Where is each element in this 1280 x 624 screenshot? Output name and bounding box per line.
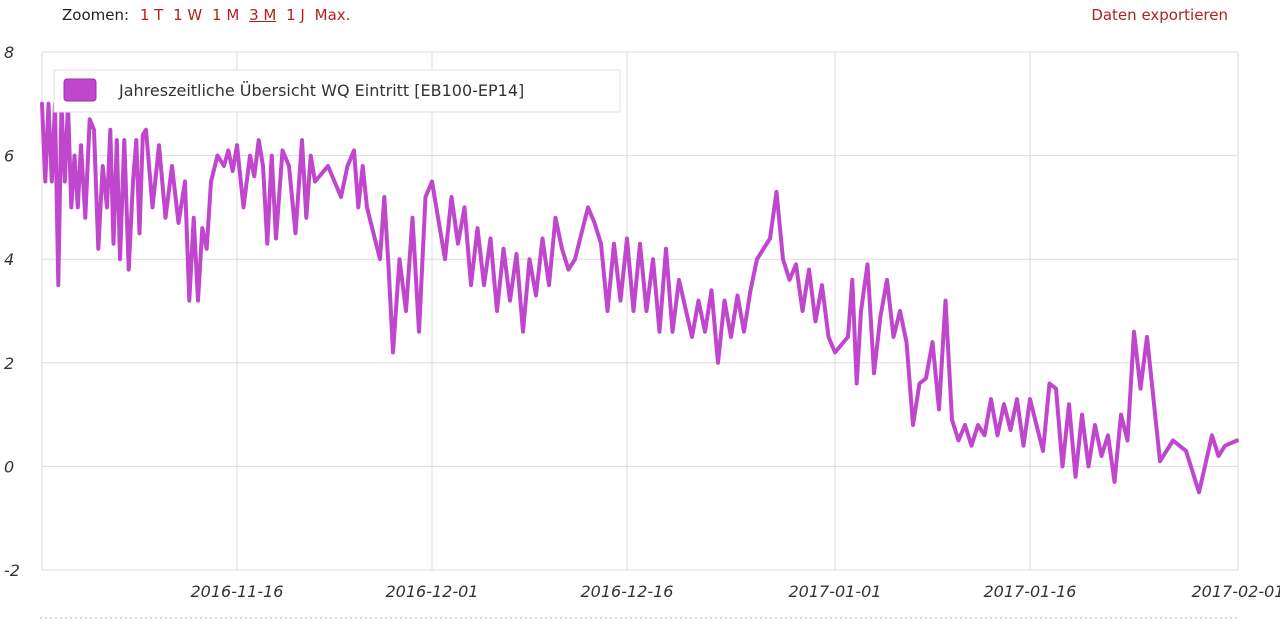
y-axis: -2 0 2 4 6 8 bbox=[4, 43, 20, 580]
zoom-controls: Zoomen: 1 T 1 W 1 M 3 M 1 J Max. bbox=[62, 6, 355, 24]
legend-box bbox=[53, 69, 621, 113]
x-tick-label: 2017-02-01 bbox=[1192, 582, 1280, 601]
zoom-max-button[interactable]: Max. bbox=[314, 6, 351, 24]
legend-swatch bbox=[63, 78, 97, 102]
zoom-1-day-button[interactable]: 1 T bbox=[139, 6, 164, 24]
legend[interactable]: Jahreszeitliche Übersicht WQ Eintritt [E… bbox=[53, 69, 621, 113]
y-tick-label: 4 bbox=[4, 250, 14, 269]
series-line[interactable] bbox=[40, 101, 1239, 495]
x-tick-label: 2016-11-16 bbox=[191, 582, 284, 601]
export-data-link[interactable]: Daten exportieren bbox=[1091, 6, 1228, 24]
legend-label: Jahreszeitliche Übersicht WQ Eintritt [E… bbox=[118, 81, 524, 100]
x-tick-label: 2017-01-16 bbox=[984, 582, 1077, 601]
x-tick-label: 2016-12-01 bbox=[386, 582, 479, 601]
grid bbox=[41, 51, 1239, 571]
zoom-1-week-button[interactable]: 1 W bbox=[173, 6, 203, 24]
toolbar: Zoomen: 1 T 1 W 1 M 3 M 1 J Max. Daten e… bbox=[0, 0, 1280, 34]
x-tick-label: 2016-12-16 bbox=[581, 582, 674, 601]
zoom-1-year-button[interactable]: 1 J bbox=[286, 6, 305, 24]
y-tick-label: -2 bbox=[4, 561, 20, 580]
y-tick-label: 0 bbox=[4, 457, 14, 476]
y-tick-label: 8 bbox=[4, 43, 14, 62]
zoom-3-months-button[interactable]: 3 M bbox=[249, 6, 277, 24]
x-tick-label: 2017-01-01 bbox=[789, 582, 882, 601]
zoom-label: Zoomen: bbox=[62, 6, 130, 24]
series-layer bbox=[40, 101, 1239, 495]
y-tick-label: 6 bbox=[4, 147, 14, 166]
x-axis: 2016-11-16 2016-12-01 2016-12-16 2017-01-01… bbox=[191, 582, 1280, 601]
zoom-1-month-button[interactable]: 1 M bbox=[212, 6, 240, 24]
y-tick-label: 2 bbox=[4, 354, 14, 373]
